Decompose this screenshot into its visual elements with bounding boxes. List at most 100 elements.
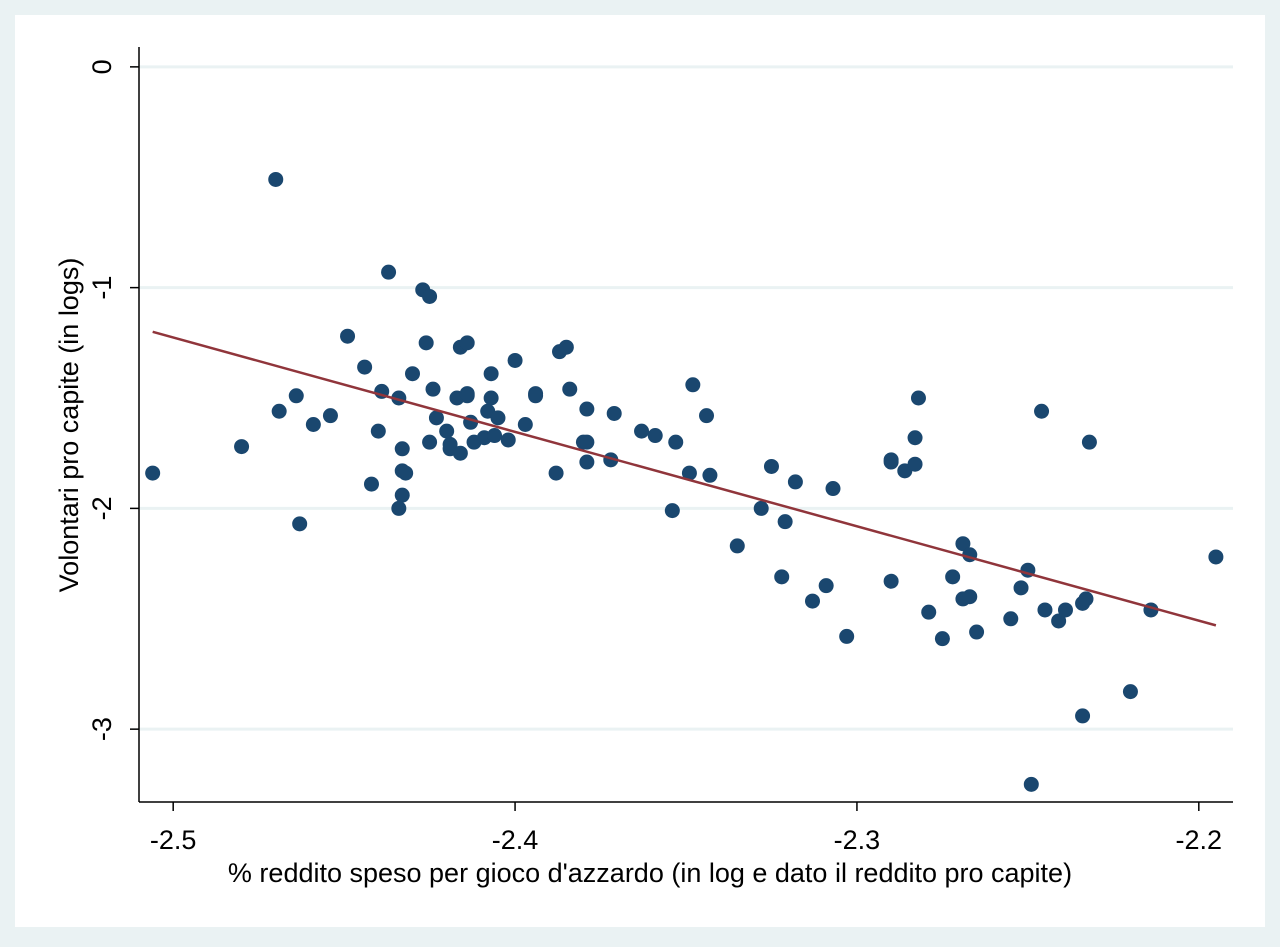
data-point xyxy=(1057,602,1073,618)
data-point xyxy=(517,417,533,432)
data-point xyxy=(394,441,410,457)
y-tick-label: -3 xyxy=(87,717,117,741)
x-tick-label: -2.3 xyxy=(834,825,881,855)
data-point xyxy=(394,487,410,503)
data-point xyxy=(428,410,444,426)
data-point xyxy=(548,465,564,481)
data-point xyxy=(381,264,397,280)
data-point xyxy=(579,401,595,417)
plot-area xyxy=(139,47,1233,802)
data-point xyxy=(777,514,793,530)
x-tick-label: -2.2 xyxy=(1176,825,1223,855)
data-point xyxy=(647,428,663,444)
data-point xyxy=(483,390,499,406)
data-point xyxy=(883,452,899,468)
data-point xyxy=(1208,549,1224,565)
data-point xyxy=(483,366,499,382)
data-point xyxy=(234,439,250,455)
data-point xyxy=(370,423,386,439)
data-point xyxy=(398,465,414,481)
data-point xyxy=(562,381,578,397)
data-point xyxy=(787,474,803,490)
data-point xyxy=(490,410,506,426)
data-point xyxy=(1075,708,1091,724)
y-tick-label: 0 xyxy=(87,59,117,74)
data-point xyxy=(1034,403,1050,419)
data-point xyxy=(558,339,574,355)
data-point xyxy=(606,405,622,421)
data-point xyxy=(1037,602,1053,618)
y-tick-label: -1 xyxy=(87,276,117,300)
data-point xyxy=(459,386,475,402)
data-point xyxy=(883,573,899,589)
data-point xyxy=(418,335,434,351)
data-point xyxy=(702,467,718,483)
data-point xyxy=(668,434,684,450)
data-point xyxy=(459,335,475,351)
data-point xyxy=(681,465,697,481)
data-point xyxy=(763,458,779,474)
data-point xyxy=(363,476,379,492)
data-point xyxy=(1003,611,1019,627)
data-point xyxy=(664,503,680,519)
data-point xyxy=(804,593,820,609)
y-tick-label: -2 xyxy=(87,496,117,520)
x-tick-label: -2.4 xyxy=(492,825,539,855)
fit-line xyxy=(152,330,1217,627)
data-point xyxy=(1122,684,1138,700)
data-point xyxy=(729,538,745,554)
data-point xyxy=(1081,434,1097,450)
x-axis-label: % reddito speso per gioco d'azzardo (in … xyxy=(228,858,1072,888)
data-point xyxy=(907,456,923,472)
data-point xyxy=(422,288,438,304)
data-point xyxy=(500,432,516,448)
data-point xyxy=(391,500,407,516)
data-point xyxy=(425,381,441,397)
data-point xyxy=(145,465,161,481)
data-point xyxy=(934,631,950,647)
data-point xyxy=(340,328,356,344)
data-point xyxy=(1051,613,1067,629)
data-point xyxy=(634,423,650,439)
data-point xyxy=(405,366,420,382)
data-point xyxy=(528,388,544,404)
data-point xyxy=(507,352,523,368)
data-points xyxy=(145,171,1224,792)
data-point xyxy=(753,500,769,516)
y-axis-label: Volontari pro capite (in logs) xyxy=(54,258,84,593)
data-point xyxy=(305,417,321,432)
data-point xyxy=(1078,591,1094,607)
fit-line-group xyxy=(152,330,1217,627)
x-tick-label: -2.5 xyxy=(150,825,197,855)
data-point xyxy=(962,589,978,605)
data-point xyxy=(292,516,308,532)
data-point xyxy=(685,377,701,393)
data-point xyxy=(839,628,855,644)
data-point xyxy=(907,430,923,446)
data-point xyxy=(439,423,455,439)
data-point xyxy=(1023,776,1039,792)
gridlines xyxy=(139,65,1233,731)
data-point xyxy=(487,428,503,444)
data-point xyxy=(268,171,284,187)
data-point xyxy=(921,604,937,620)
data-point xyxy=(452,445,468,461)
data-point xyxy=(288,388,304,404)
data-point xyxy=(910,390,926,406)
data-point xyxy=(271,403,287,419)
data-point xyxy=(357,359,373,375)
data-point xyxy=(699,408,715,424)
data-point xyxy=(774,569,790,585)
data-point xyxy=(825,481,841,497)
data-point xyxy=(422,434,438,450)
data-point xyxy=(322,408,338,424)
data-point xyxy=(579,434,595,450)
data-point xyxy=(955,536,971,552)
axes: 0 -1 -2 -3 -2.5 -2.4 -2.3 -2.2 xyxy=(87,47,1233,855)
data-point xyxy=(818,578,834,594)
data-point xyxy=(969,624,985,640)
data-point xyxy=(945,569,961,585)
data-point xyxy=(1013,580,1029,596)
